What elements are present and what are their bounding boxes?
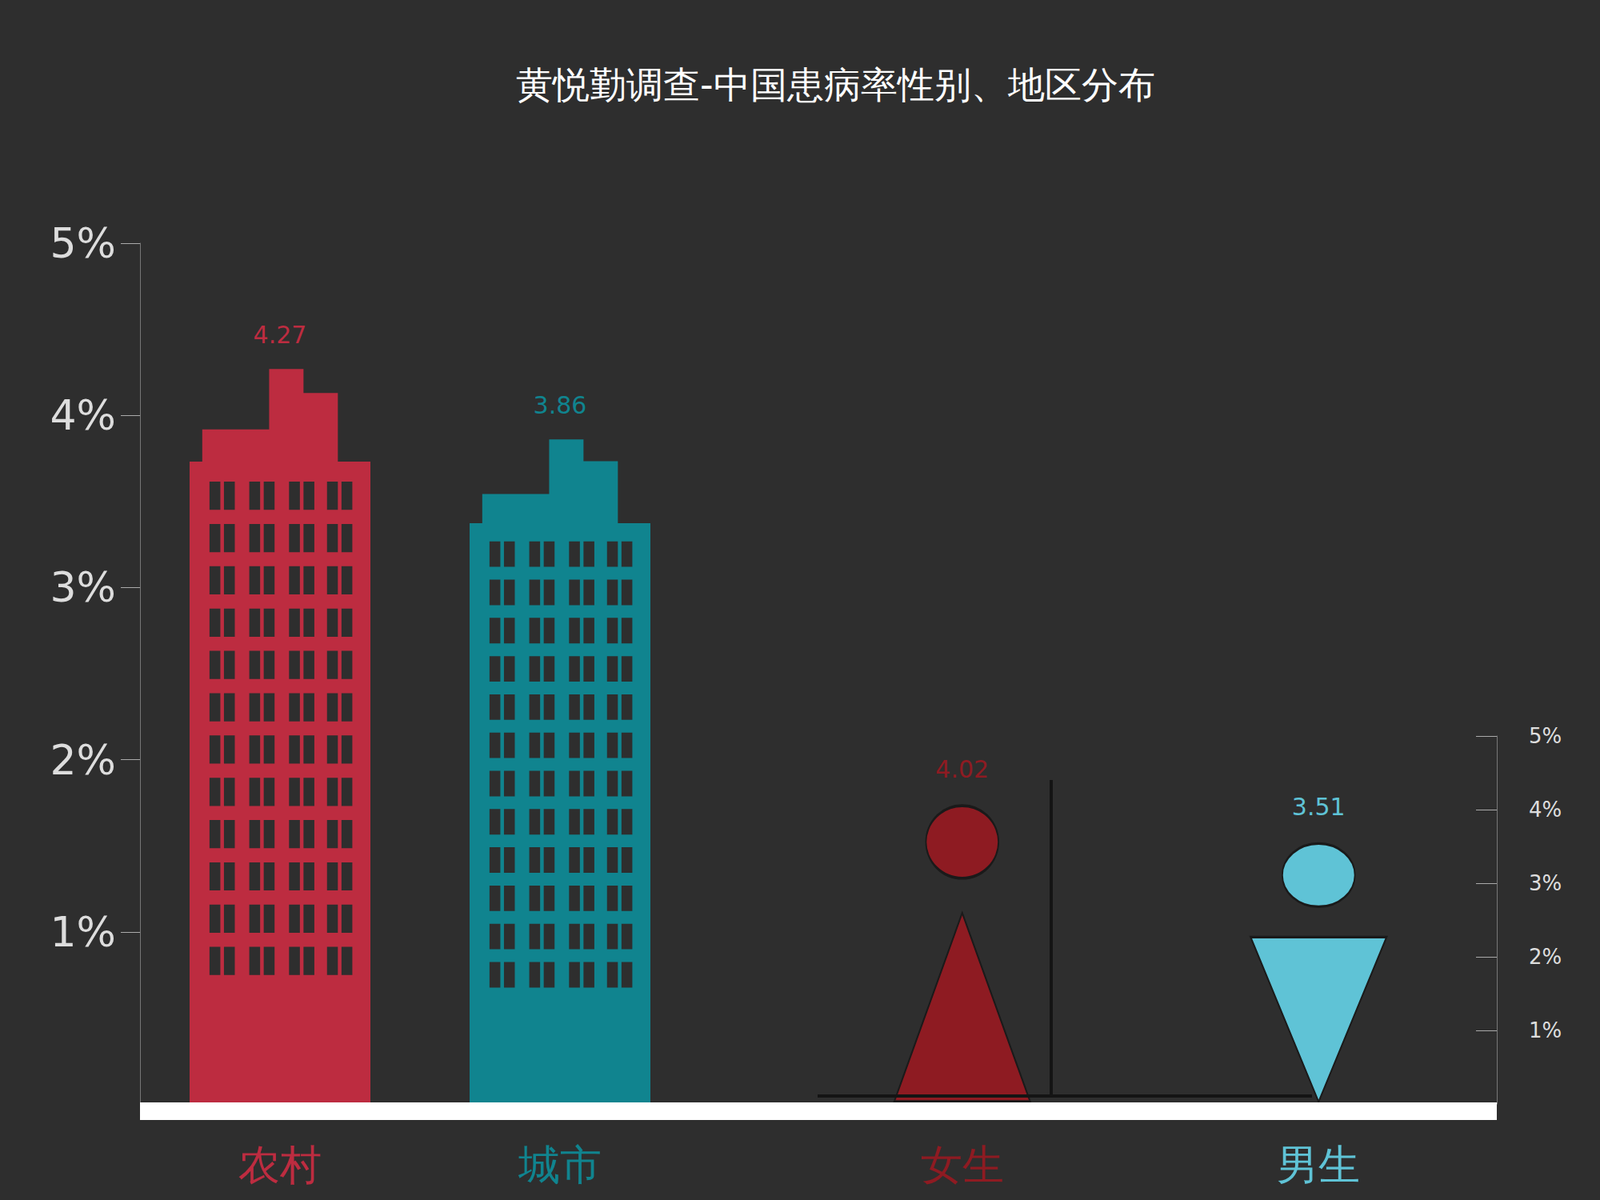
svg-text:2%: 2% xyxy=(50,736,117,784)
svg-text:3%: 3% xyxy=(1528,871,1562,896)
svg-text:3.51: 3.51 xyxy=(1292,792,1346,821)
svg-text:4%: 4% xyxy=(1528,797,1562,822)
svg-text:1%: 1% xyxy=(1528,1018,1562,1043)
svg-text:2%: 2% xyxy=(1528,944,1562,969)
svg-text:5%: 5% xyxy=(1528,724,1562,748)
svg-text:城市: 城市 xyxy=(517,1140,602,1189)
svg-text:4.27: 4.27 xyxy=(253,320,308,349)
svg-text:3.86: 3.86 xyxy=(533,391,588,420)
svg-text:5%: 5% xyxy=(50,219,117,268)
svg-text:1%: 1% xyxy=(50,908,117,956)
svg-text:黄悦勤调查-中国患病率性别、地区分布: 黄悦勤调查-中国患病率性别、地区分布 xyxy=(516,63,1156,107)
svg-text:4.02: 4.02 xyxy=(935,755,989,784)
svg-text:农村: 农村 xyxy=(238,1140,322,1189)
svg-text:男生: 男生 xyxy=(1276,1140,1360,1189)
svg-text:女生: 女生 xyxy=(920,1140,1004,1189)
svg-text:4%: 4% xyxy=(50,391,117,440)
svg-text:3%: 3% xyxy=(50,563,117,612)
